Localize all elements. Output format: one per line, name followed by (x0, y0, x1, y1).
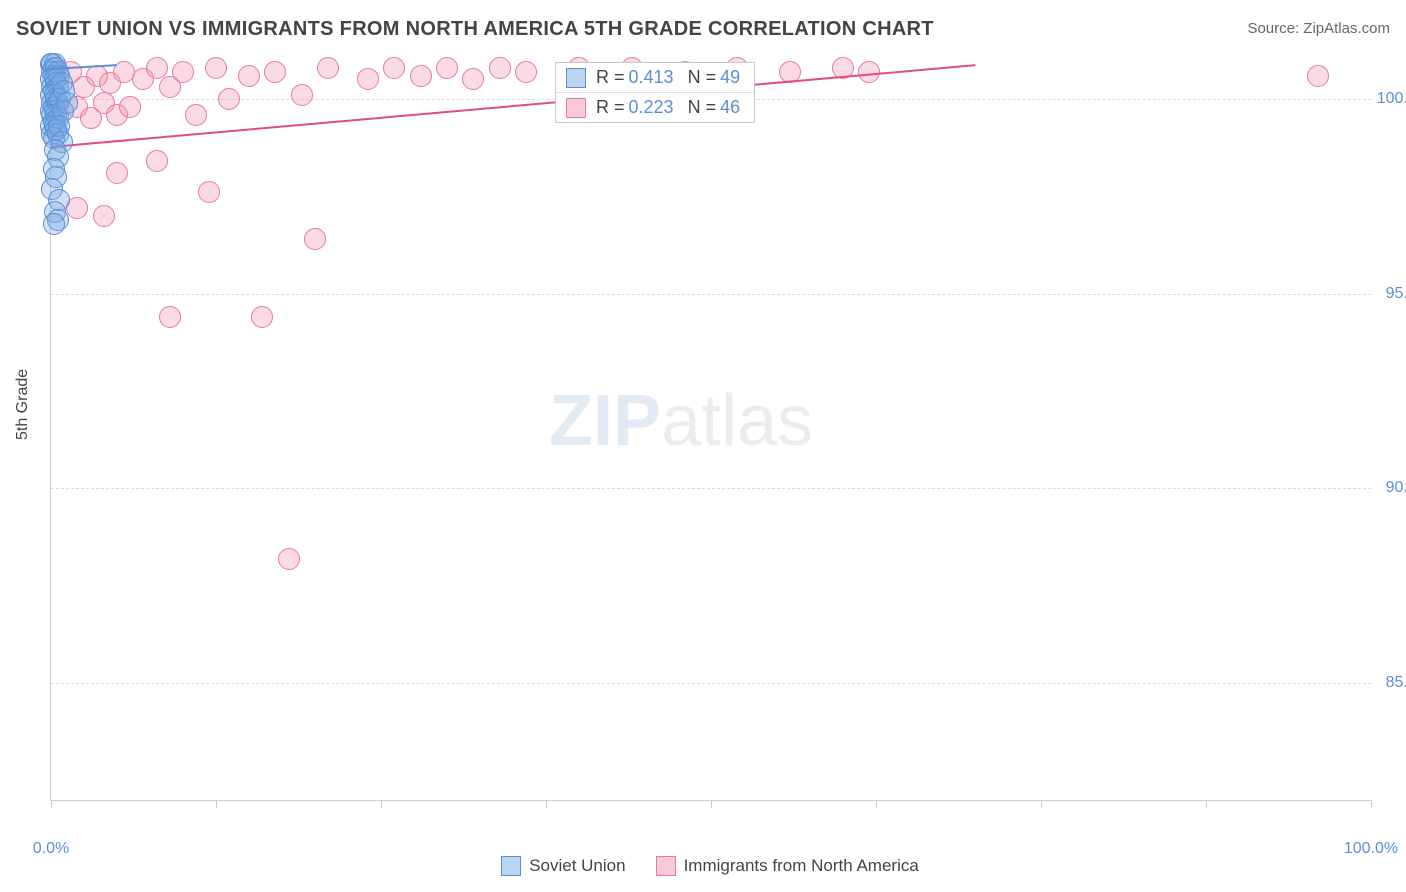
chart-header: SOVIET UNION VS IMMIGRANTS FROM NORTH AM… (16, 18, 1390, 48)
data-point-north-america (185, 104, 207, 126)
watermark: ZIPatlas (549, 380, 813, 462)
data-point-north-america (264, 61, 286, 83)
y-tick-label: 90.0% (1376, 479, 1406, 497)
x-tick (216, 800, 217, 808)
stats-n-label: N = (678, 97, 717, 118)
stats-swatch (566, 68, 586, 88)
data-point-north-america (357, 68, 379, 90)
data-point-north-america (304, 228, 326, 250)
legend-swatch (656, 856, 676, 876)
stats-row: R = 0.223 N = 46 (556, 93, 754, 122)
stats-r-value: 0.223 (629, 97, 674, 118)
data-point-north-america (515, 61, 537, 83)
stats-r-label: R = (596, 97, 625, 118)
x-tick (1041, 800, 1042, 808)
data-point-north-america (1307, 65, 1329, 87)
data-point-north-america (218, 88, 240, 110)
legend-swatch (501, 856, 521, 876)
stats-n-value: 46 (720, 97, 740, 118)
data-point-north-america (238, 65, 260, 87)
stats-n-label: N = (678, 67, 717, 88)
y-axis-title: 5th Grade (14, 369, 32, 440)
x-tick (1206, 800, 1207, 808)
data-point-north-america (146, 150, 168, 172)
data-point-north-america (317, 57, 339, 79)
x-tick (1371, 800, 1372, 808)
y-tick-label: 95.0% (1376, 285, 1406, 303)
legend-label: Soviet Union (529, 856, 625, 876)
x-tick (51, 800, 52, 808)
gridline-h (51, 683, 1371, 684)
data-point-north-america (146, 57, 168, 79)
gridline-h (51, 488, 1371, 489)
chart-title: SOVIET UNION VS IMMIGRANTS FROM NORTH AM… (16, 18, 934, 40)
plot-area: ZIPatlas 100.0%95.0%90.0%85.0%0.0%100.0% (50, 60, 1371, 801)
stats-row: R = 0.413 N = 49 (556, 63, 754, 93)
data-point-north-america (462, 68, 484, 90)
data-point-north-america (489, 57, 511, 79)
data-point-north-america (291, 84, 313, 106)
y-tick-label: 85.0% (1376, 674, 1406, 692)
legend-item: Soviet Union (501, 856, 625, 876)
data-point-north-america (383, 57, 405, 79)
data-point-north-america (858, 61, 880, 83)
data-point-north-america (119, 96, 141, 118)
data-point-north-america (159, 306, 181, 328)
data-point-north-america (93, 205, 115, 227)
x-tick (711, 800, 712, 808)
x-tick (876, 800, 877, 808)
data-point-north-america (436, 57, 458, 79)
stats-r-value: 0.413 (629, 67, 674, 88)
stats-n-value: 49 (720, 67, 740, 88)
stats-r-label: R = (596, 67, 625, 88)
data-point-north-america (251, 306, 273, 328)
data-point-north-america (205, 57, 227, 79)
bottom-legend: Soviet Union Immigrants from North Americ… (50, 856, 1370, 876)
data-point-north-america (106, 162, 128, 184)
watermark-rest: atlas (661, 381, 813, 461)
legend-item: Immigrants from North America (656, 856, 919, 876)
stats-swatch (566, 98, 586, 118)
source-label: Source: ZipAtlas.com (1247, 20, 1390, 37)
x-tick (546, 800, 547, 808)
y-tick-label: 100.0% (1376, 90, 1406, 108)
x-tick (381, 800, 382, 808)
gridline-h (51, 294, 1371, 295)
data-point-soviet (43, 213, 65, 235)
data-point-north-america (278, 548, 300, 570)
watermark-bold: ZIP (549, 381, 661, 461)
legend-label: Immigrants from North America (684, 856, 919, 876)
stats-box: R = 0.413 N = 49R = 0.223 N = 46 (555, 62, 755, 123)
data-point-north-america (410, 65, 432, 87)
data-point-soviet (56, 92, 78, 114)
data-point-north-america (172, 61, 194, 83)
data-point-north-america (198, 181, 220, 203)
